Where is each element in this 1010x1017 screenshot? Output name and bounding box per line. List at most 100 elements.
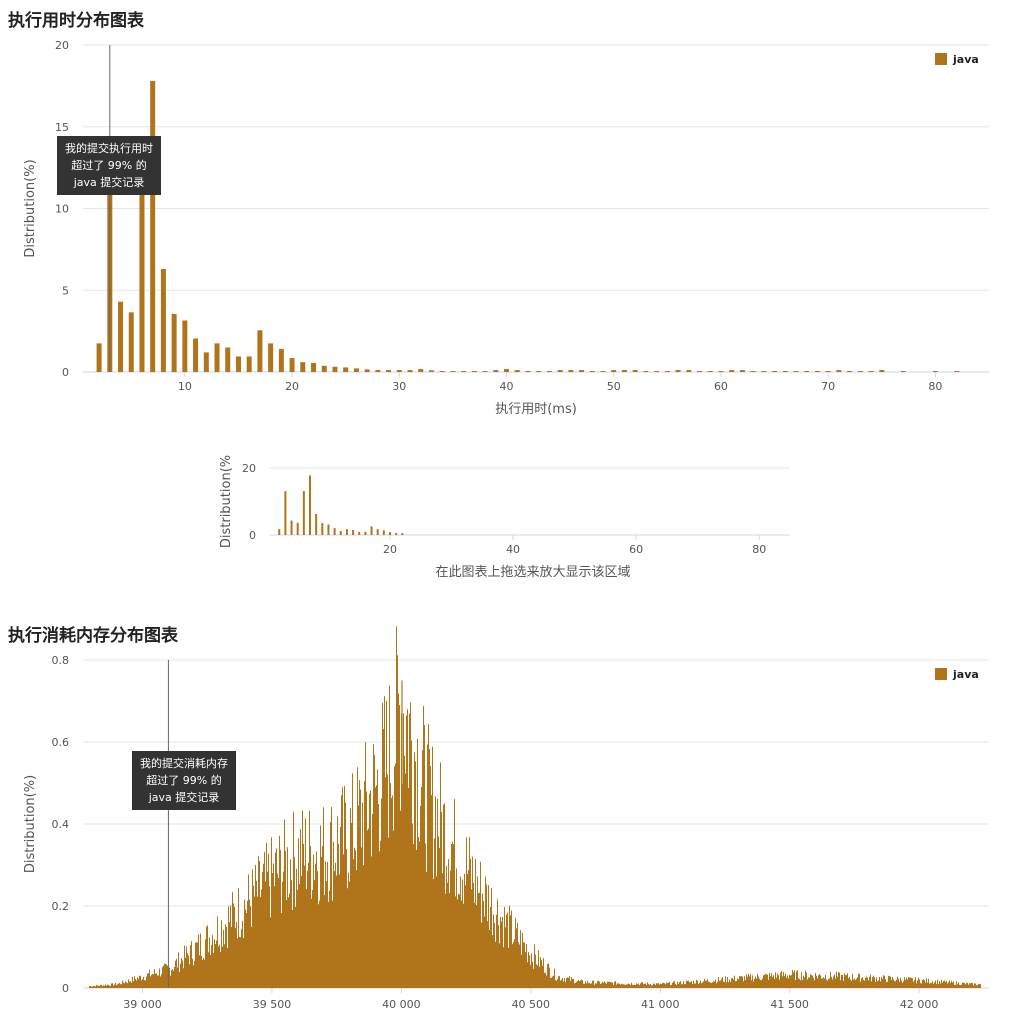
bar <box>448 859 449 988</box>
bar <box>236 921 237 988</box>
bar <box>874 977 875 988</box>
bar <box>232 892 233 988</box>
bar <box>241 929 242 988</box>
bar <box>539 966 540 988</box>
bar <box>853 979 854 988</box>
bar <box>667 982 668 988</box>
bar <box>959 984 960 988</box>
bar <box>329 890 330 988</box>
bar <box>828 978 829 988</box>
bar <box>617 983 618 988</box>
bar <box>946 980 947 988</box>
bar <box>191 941 192 988</box>
bar <box>875 981 876 988</box>
bar <box>474 902 475 988</box>
bar <box>675 370 681 372</box>
bar <box>125 981 126 988</box>
bar <box>111 983 112 988</box>
bar <box>932 371 938 372</box>
bar <box>595 983 596 988</box>
bar <box>532 961 533 988</box>
bar <box>942 982 943 988</box>
bar <box>199 955 200 988</box>
bar <box>369 793 370 988</box>
y-tick-label: 0.8 <box>52 654 70 667</box>
bar <box>938 984 939 988</box>
bar <box>932 981 933 988</box>
bar <box>441 811 442 988</box>
bar <box>351 822 352 988</box>
bar <box>386 700 387 988</box>
bar <box>543 958 544 988</box>
bar <box>280 849 281 988</box>
bar <box>721 978 722 988</box>
bar <box>266 842 267 988</box>
bar <box>504 369 510 372</box>
bar <box>613 984 614 988</box>
bar <box>355 850 356 988</box>
runtime-navigator-chart[interactable]: 0 20 20 40 60 80 Distribution(% 在此图表上拖选来放大显示该区域 <box>0 440 1010 600</box>
bar <box>977 985 978 988</box>
bar <box>831 976 832 988</box>
bar <box>931 983 932 988</box>
bar <box>827 980 828 988</box>
bar <box>862 977 863 988</box>
y-tick-label: 0 <box>62 982 69 995</box>
bar <box>575 982 576 988</box>
bar <box>755 976 756 988</box>
bar <box>761 980 762 988</box>
bar <box>382 702 383 988</box>
bar <box>502 916 503 988</box>
bar <box>434 838 435 988</box>
bar <box>949 980 950 988</box>
bar <box>141 980 142 988</box>
bar <box>934 982 935 988</box>
bar <box>249 899 250 988</box>
bar <box>943 981 944 988</box>
bar <box>432 746 433 988</box>
bar <box>626 984 627 988</box>
bar <box>687 980 688 988</box>
y-axis-label: Distribution(%) <box>23 775 38 873</box>
bar <box>762 978 763 988</box>
bar <box>611 370 617 372</box>
runtime-distribution-chart[interactable]: 0 5 10 15 20 10 20 30 40 50 60 70 80 执行用时(ms) Distribu… <box>0 0 1010 420</box>
bar <box>250 906 251 988</box>
bar <box>153 974 154 988</box>
bar <box>471 371 477 372</box>
bar <box>409 713 410 988</box>
bar <box>339 874 340 988</box>
bar <box>336 875 337 988</box>
bar <box>341 795 342 988</box>
bar <box>707 371 713 372</box>
bar <box>823 977 824 988</box>
bar <box>688 980 689 988</box>
bar <box>268 853 269 988</box>
bar <box>861 978 862 988</box>
bar <box>555 980 556 988</box>
bar <box>269 886 270 988</box>
bar <box>578 979 579 988</box>
bar <box>287 847 288 988</box>
bar <box>743 981 744 988</box>
bar <box>150 976 151 988</box>
bar <box>972 982 973 988</box>
memory-distribution-chart[interactable]: 0 0.2 0.4 0.6 0.8 39 000 39 500 40 000 40 500 41 … <box>0 626 1010 1017</box>
bar <box>974 983 975 988</box>
bar <box>154 969 155 988</box>
bar <box>884 975 885 988</box>
bar <box>601 983 602 988</box>
bar <box>208 952 209 988</box>
bar <box>284 819 285 988</box>
bar <box>773 975 774 988</box>
bar <box>856 978 857 988</box>
bar <box>148 973 149 988</box>
bar <box>877 981 878 988</box>
bar <box>277 873 278 988</box>
bar <box>756 978 757 988</box>
bar <box>643 371 649 372</box>
bar <box>800 980 801 988</box>
bar <box>190 944 191 988</box>
y-tick-label: 0.2 <box>52 900 70 913</box>
bar <box>333 528 336 535</box>
